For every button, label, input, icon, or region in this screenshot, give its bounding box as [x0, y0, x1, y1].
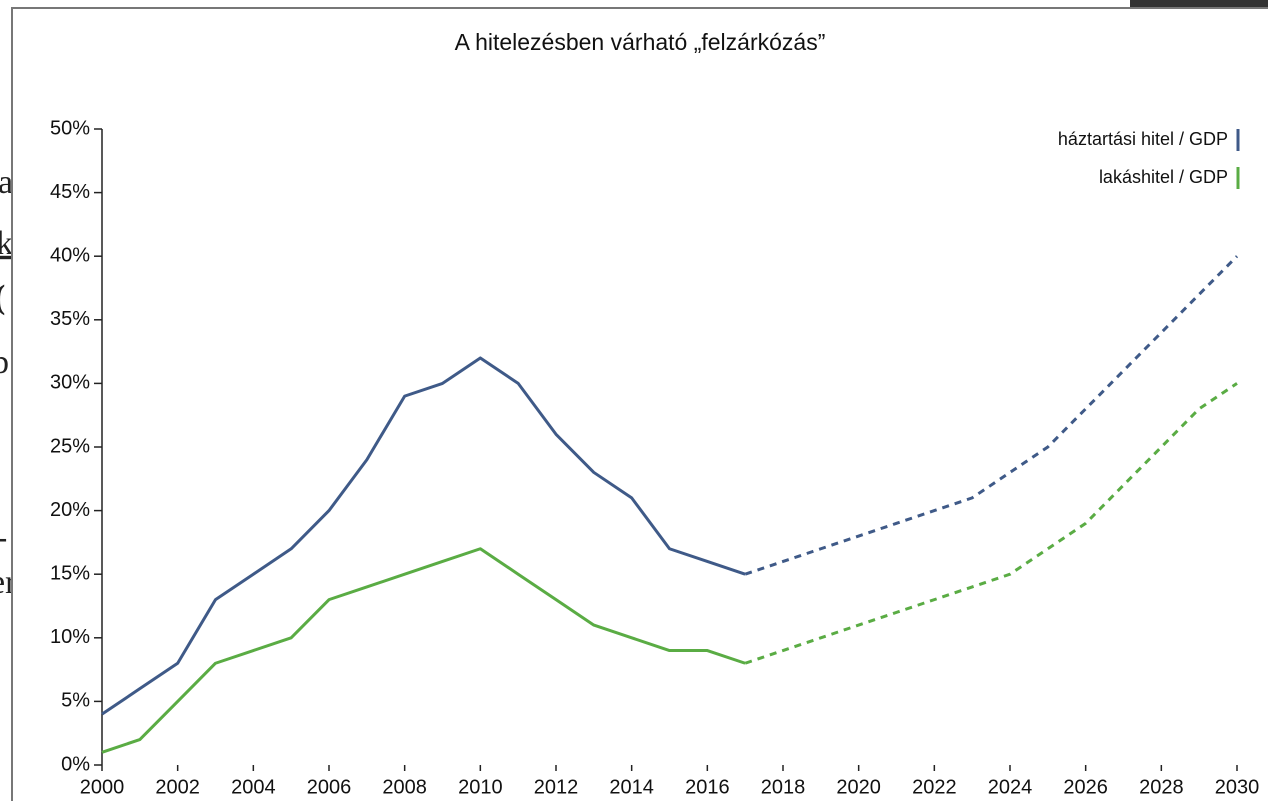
data-line — [101, 356, 746, 716]
y-tick-label: 40% — [50, 244, 90, 266]
data-line — [101, 547, 746, 754]
x-tick-label: 2028 — [1139, 776, 1184, 798]
y-tick-label: 25% — [50, 435, 90, 457]
legend-label: háztartási hitel / GDP — [1058, 129, 1228, 149]
projection-line — [744, 255, 1239, 576]
y-tick-label: 50% — [50, 117, 90, 139]
background-text: a — [0, 164, 13, 201]
background-text: b — [0, 344, 9, 381]
chart-frame — [11, 7, 1268, 801]
background-text: ( — [0, 279, 5, 316]
y-tick-label: 35% — [50, 308, 90, 330]
y-tick-label: 10% — [50, 626, 90, 648]
projection-line — [744, 382, 1238, 665]
y-tick-label: 0% — [61, 753, 90, 775]
background-text: - — [0, 519, 7, 556]
x-tick-label: 2022 — [912, 776, 957, 798]
y-tick-label: 20% — [50, 499, 90, 521]
x-tick-label: 2016 — [685, 776, 730, 798]
x-tick-label: 2020 — [836, 776, 881, 798]
x-tick-label: 2024 — [988, 776, 1033, 798]
x-tick-label: 2014 — [609, 776, 654, 798]
x-tick-label: 2004 — [231, 776, 276, 798]
y-tick-label: 15% — [50, 562, 90, 584]
y-tick-label: 5% — [61, 690, 90, 712]
y-tick-label: 30% — [50, 372, 90, 394]
y-tick-label: 45% — [50, 181, 90, 203]
chart-title: A hitelezésben várható „felzárkózás” — [455, 29, 826, 55]
x-tick-label: 2012 — [534, 776, 579, 798]
x-tick-label: 2002 — [155, 776, 200, 798]
x-tick-label: 2008 — [382, 776, 427, 798]
x-tick-label: 2030 — [1215, 776, 1260, 798]
x-tick-label: 2006 — [307, 776, 352, 798]
x-tick-label: 2018 — [761, 776, 806, 798]
x-tick-label: 2000 — [80, 776, 125, 798]
x-tick-label: 2026 — [1063, 776, 1108, 798]
background-text: k — [0, 225, 13, 262]
header-bar — [1130, 0, 1268, 10]
x-tick-label: 2010 — [458, 776, 503, 798]
legend-label: lakáshitel / GDP — [1099, 167, 1228, 187]
